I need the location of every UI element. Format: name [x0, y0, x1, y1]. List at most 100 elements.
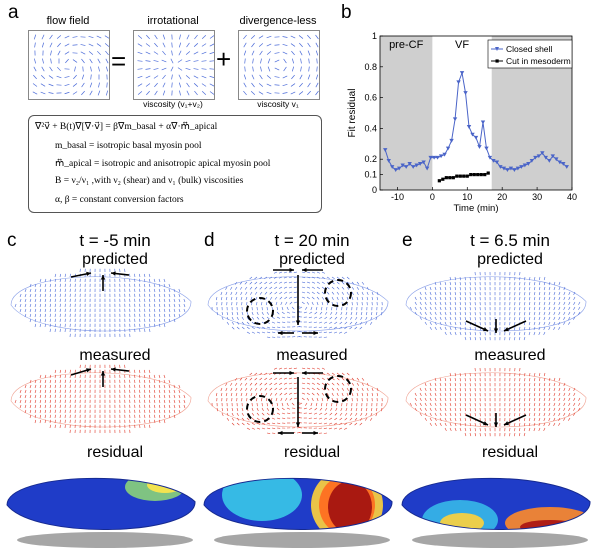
panel-d-label: d	[204, 230, 215, 251]
flow-field-title: flow field	[46, 15, 90, 27]
series-point	[486, 171, 490, 175]
series-point	[414, 163, 419, 168]
series-point	[456, 80, 461, 85]
legend-marker-0	[495, 47, 499, 51]
series-point	[484, 146, 489, 151]
x-tick-label-2: 10	[462, 192, 472, 202]
region-label-1: VF	[455, 39, 469, 51]
series-point	[557, 160, 562, 165]
flow-field-image	[28, 30, 110, 100]
series-point	[428, 155, 433, 160]
series-point	[480, 120, 486, 125]
residual-heatmap	[401, 477, 591, 548]
heat-blob	[222, 478, 302, 521]
panel-c-measured-label: measured	[79, 347, 151, 364]
series-point	[452, 117, 458, 122]
series-point	[438, 154, 444, 159]
panel-d-embryos	[203, 267, 393, 548]
y-tick-label-6: 1	[372, 31, 377, 41]
panel-c-label: c	[7, 230, 17, 251]
series-point	[487, 155, 493, 160]
legend-marker-1	[495, 59, 499, 63]
vortex-circle	[246, 297, 274, 325]
series-point	[564, 165, 569, 169]
series-point	[519, 165, 524, 169]
y-tick-label-0: 0	[372, 185, 377, 195]
series-point	[491, 158, 496, 163]
series-point	[451, 176, 455, 180]
series-point	[435, 155, 440, 160]
region-label-0: pre-CF	[389, 39, 424, 51]
heat-blob	[440, 513, 484, 530]
series-point	[550, 154, 555, 159]
series-point	[442, 152, 447, 157]
irrotational-field-image	[133, 30, 215, 100]
panel-c-embryos	[6, 268, 196, 548]
panel-d-residual-label: residual	[283, 444, 341, 461]
equation-def-b: B = ν₂/ν₁ ,with ν₂ (shear) and ν₁ (bulk)…	[55, 176, 244, 186]
series-point	[462, 174, 466, 178]
equation-box: ∇²v⃗ + B(t)∇[∇·v⃗] = β∇m_basal + α∇·m⃡_a…	[28, 115, 322, 213]
shadow	[17, 532, 193, 548]
panel-c-time: t = -5 min	[79, 231, 151, 250]
series-point	[445, 146, 451, 151]
series-point	[421, 160, 426, 165]
equation-def-alpha-beta: α, β = constant conversion factors	[55, 195, 184, 205]
panel-e-measured-label: measured	[474, 347, 546, 364]
panel-d-time: t = 20 min	[274, 231, 350, 250]
series-point	[526, 162, 531, 166]
equation-def-basal: m_basal = isotropic basal myosin pool	[55, 141, 202, 151]
series-point	[403, 165, 409, 169]
shadow	[214, 532, 390, 548]
measured-embryo-outline	[10, 372, 192, 428]
x-tick-label-5: 40	[567, 192, 577, 202]
series-point	[441, 177, 445, 181]
panel-a-label: a	[8, 2, 19, 23]
residual-heatmap	[203, 477, 393, 548]
series-point	[479, 173, 483, 177]
irrotational-title: irrotational	[147, 15, 199, 27]
series-point	[449, 138, 454, 143]
series-point	[458, 174, 462, 178]
equals-sign: =	[111, 46, 127, 76]
series-point	[498, 165, 503, 169]
irrotational-caption: viscosity (v₁+v₂)	[143, 99, 203, 109]
series-point	[547, 158, 552, 163]
panel-e-embryos	[401, 271, 591, 548]
legend-label-1: Cut in mesoderm	[506, 56, 571, 66]
vortex-circle	[324, 375, 352, 403]
y-tick-label-3: 0.4	[364, 123, 377, 133]
series-point	[494, 160, 500, 165]
series-point	[455, 174, 459, 178]
equation-def-apical: m⃡_apical = isotropic and anisotropic ap…	[55, 159, 271, 169]
series-point	[444, 176, 448, 180]
series-point	[476, 173, 480, 177]
panel-c-predicted-label: predicted	[82, 251, 148, 268]
series-point	[463, 91, 468, 95]
x-tick-label-4: 30	[532, 192, 542, 202]
series-point	[505, 168, 510, 172]
heat-outline	[203, 477, 393, 530]
panel-d-measured-label: measured	[276, 347, 348, 364]
series-point	[473, 135, 479, 140]
series-point	[390, 165, 395, 169]
series-point	[529, 158, 535, 163]
divergence-less-title: divergence-less	[239, 15, 317, 27]
heat-blob	[520, 520, 580, 530]
series-point	[431, 155, 437, 160]
heat-outline	[401, 477, 591, 530]
legend-box	[487, 39, 573, 69]
plus-sign: +	[216, 44, 232, 74]
series-point	[437, 179, 441, 183]
series-point	[417, 162, 423, 166]
fit-residual-chart: pre-CFVFGBE-1001020304000.10.20.40.60.81…	[347, 31, 577, 214]
series-point	[410, 165, 416, 169]
series-point	[536, 154, 542, 159]
series-point	[469, 173, 473, 177]
series-point	[424, 166, 430, 171]
panel-e-predicted-label: predicted	[477, 251, 543, 268]
series-point	[393, 168, 398, 172]
series-point	[465, 174, 469, 178]
panel-e-label: e	[402, 230, 413, 251]
divergence-less-caption: viscosity v₁	[257, 99, 299, 109]
